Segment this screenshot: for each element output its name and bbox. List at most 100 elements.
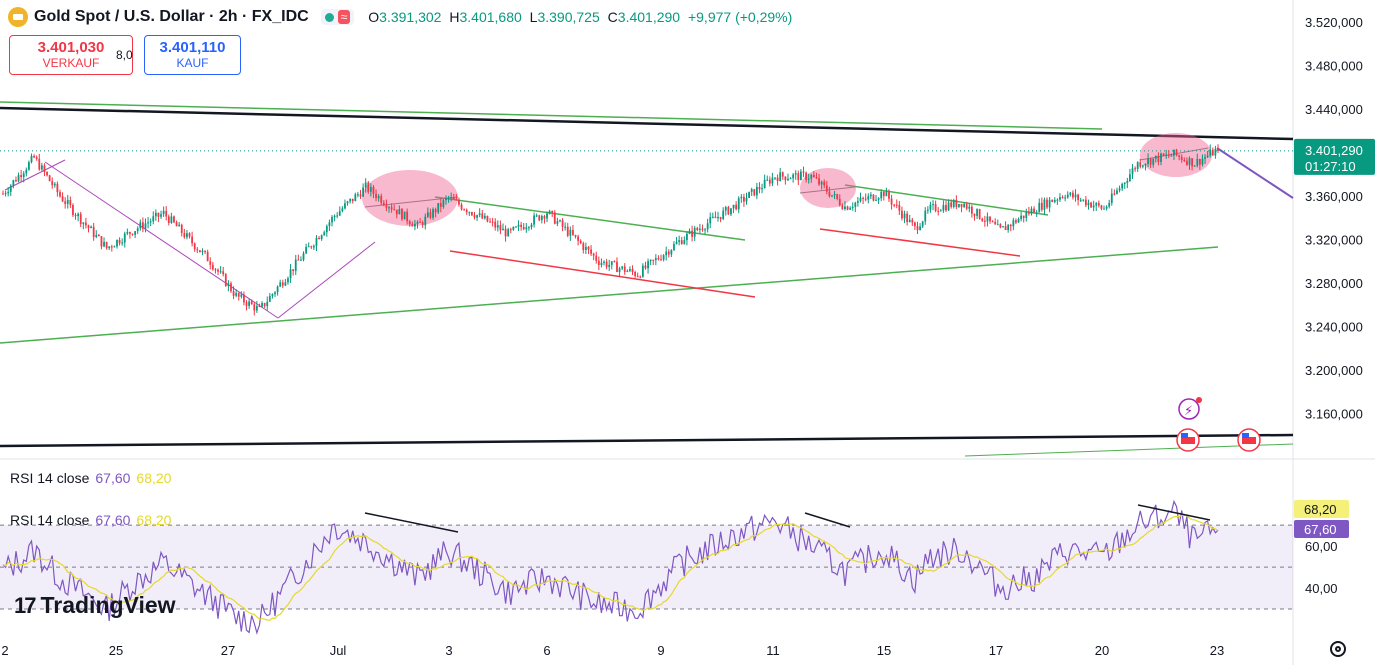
candle-body [442, 200, 445, 207]
market-status-badge[interactable]: ≈ [320, 9, 355, 25]
candle-body [325, 226, 328, 233]
candle-body [569, 229, 572, 236]
candle-body [121, 242, 124, 244]
candle-body [649, 259, 652, 262]
candle-body [224, 274, 227, 287]
candle-body [999, 224, 1002, 228]
candle-body [895, 204, 898, 206]
candle-body [857, 201, 859, 203]
candle-body [113, 246, 116, 248]
rsi-ma-line [2, 514, 1219, 621]
candle-body [1108, 202, 1111, 207]
candle-body [1129, 174, 1131, 182]
flag-top-line [434, 196, 746, 241]
candle-body [766, 179, 769, 181]
rsi-ma-value: 68,20 [136, 512, 172, 528]
buy-price: 3.401,110 [159, 39, 226, 56]
candle-body [43, 165, 46, 172]
candle-body [414, 223, 416, 227]
candle-body [502, 228, 504, 231]
candle-body [35, 157, 38, 159]
candle-body [406, 211, 409, 222]
candle-body [105, 241, 108, 249]
candle-body [986, 216, 989, 222]
candle-body [263, 303, 266, 307]
candle-body [958, 204, 960, 207]
open-value: 3.391,302 [379, 9, 442, 25]
candle-body [253, 304, 256, 311]
candle-body [450, 197, 453, 199]
candle-body [724, 207, 727, 211]
buy-button[interactable]: 3.401,110 KAUF [144, 35, 241, 75]
candle-body [605, 261, 608, 267]
candle-body [53, 183, 56, 186]
candle-body [1027, 212, 1030, 214]
candle-body [204, 250, 206, 252]
settings-gear-icon[interactable] [1330, 641, 1346, 657]
candle-body [180, 224, 183, 233]
candle-body [717, 216, 719, 219]
rsi-legend[interactable]: RSI 14 close 67,60 68,20 [10, 512, 171, 528]
candle-body [561, 220, 564, 227]
time-axis-tick: 6 [543, 643, 550, 658]
candle-body [921, 221, 924, 227]
candle-body [818, 178, 820, 185]
candle-body [302, 253, 305, 260]
candle-body [704, 229, 706, 231]
candle-body [1186, 160, 1188, 165]
candle-body [1103, 208, 1105, 210]
candle-body [9, 185, 12, 192]
candle-body [12, 180, 15, 186]
candle-body [667, 251, 670, 255]
candle-body [173, 216, 175, 223]
candle-body [1038, 202, 1041, 213]
rsi-pane-legend[interactable]: RSI 14 close 67,60 68,20 [10, 470, 171, 486]
candle-body [170, 216, 173, 223]
candle-body [815, 177, 818, 179]
candle-body [22, 173, 25, 178]
candle-body [90, 226, 92, 229]
candle-body [882, 191, 885, 197]
open-label: O [368, 9, 380, 25]
grey-top-line [364, 196, 459, 208]
sell-button[interactable]: 3.401,030 VERKAUF [9, 35, 133, 75]
candle-body [750, 189, 753, 192]
candle-body [626, 270, 629, 272]
highlight-ellipse [800, 168, 856, 208]
candle-body [934, 204, 937, 211]
candle-body [825, 185, 828, 192]
candle-body [647, 261, 649, 269]
candle-body [240, 294, 243, 297]
tradingview-logo: 17 TradingView [14, 592, 176, 619]
candle-body [458, 199, 460, 205]
candle-body [867, 196, 870, 200]
candle-body [149, 221, 152, 223]
candle-body [1015, 220, 1017, 223]
candle-body [831, 195, 833, 197]
candle-body [77, 213, 80, 217]
candle-body [937, 210, 940, 212]
flag-bottom-line [449, 250, 756, 298]
candle-body [862, 197, 864, 199]
candle-body [258, 306, 261, 308]
candle-body [792, 174, 795, 179]
candle-body [566, 226, 569, 236]
candle-body [1007, 224, 1010, 231]
candle-body [183, 232, 186, 238]
candle-body [797, 173, 800, 181]
candle-body [351, 198, 354, 202]
candle-body [983, 220, 986, 222]
candle-body [846, 206, 849, 210]
symbol-title[interactable]: Gold Spot / U.S. Dollar · 2h · FX_IDC [34, 8, 309, 25]
candle-body [1009, 224, 1012, 227]
candle-body [1002, 226, 1004, 228]
candle-body [69, 199, 72, 206]
candle-body [727, 207, 730, 215]
candle-body [507, 229, 510, 237]
time-axis-tick: 27 [221, 643, 235, 658]
candle-body [424, 216, 427, 226]
candle-body [377, 196, 380, 199]
candle-body [25, 169, 28, 174]
